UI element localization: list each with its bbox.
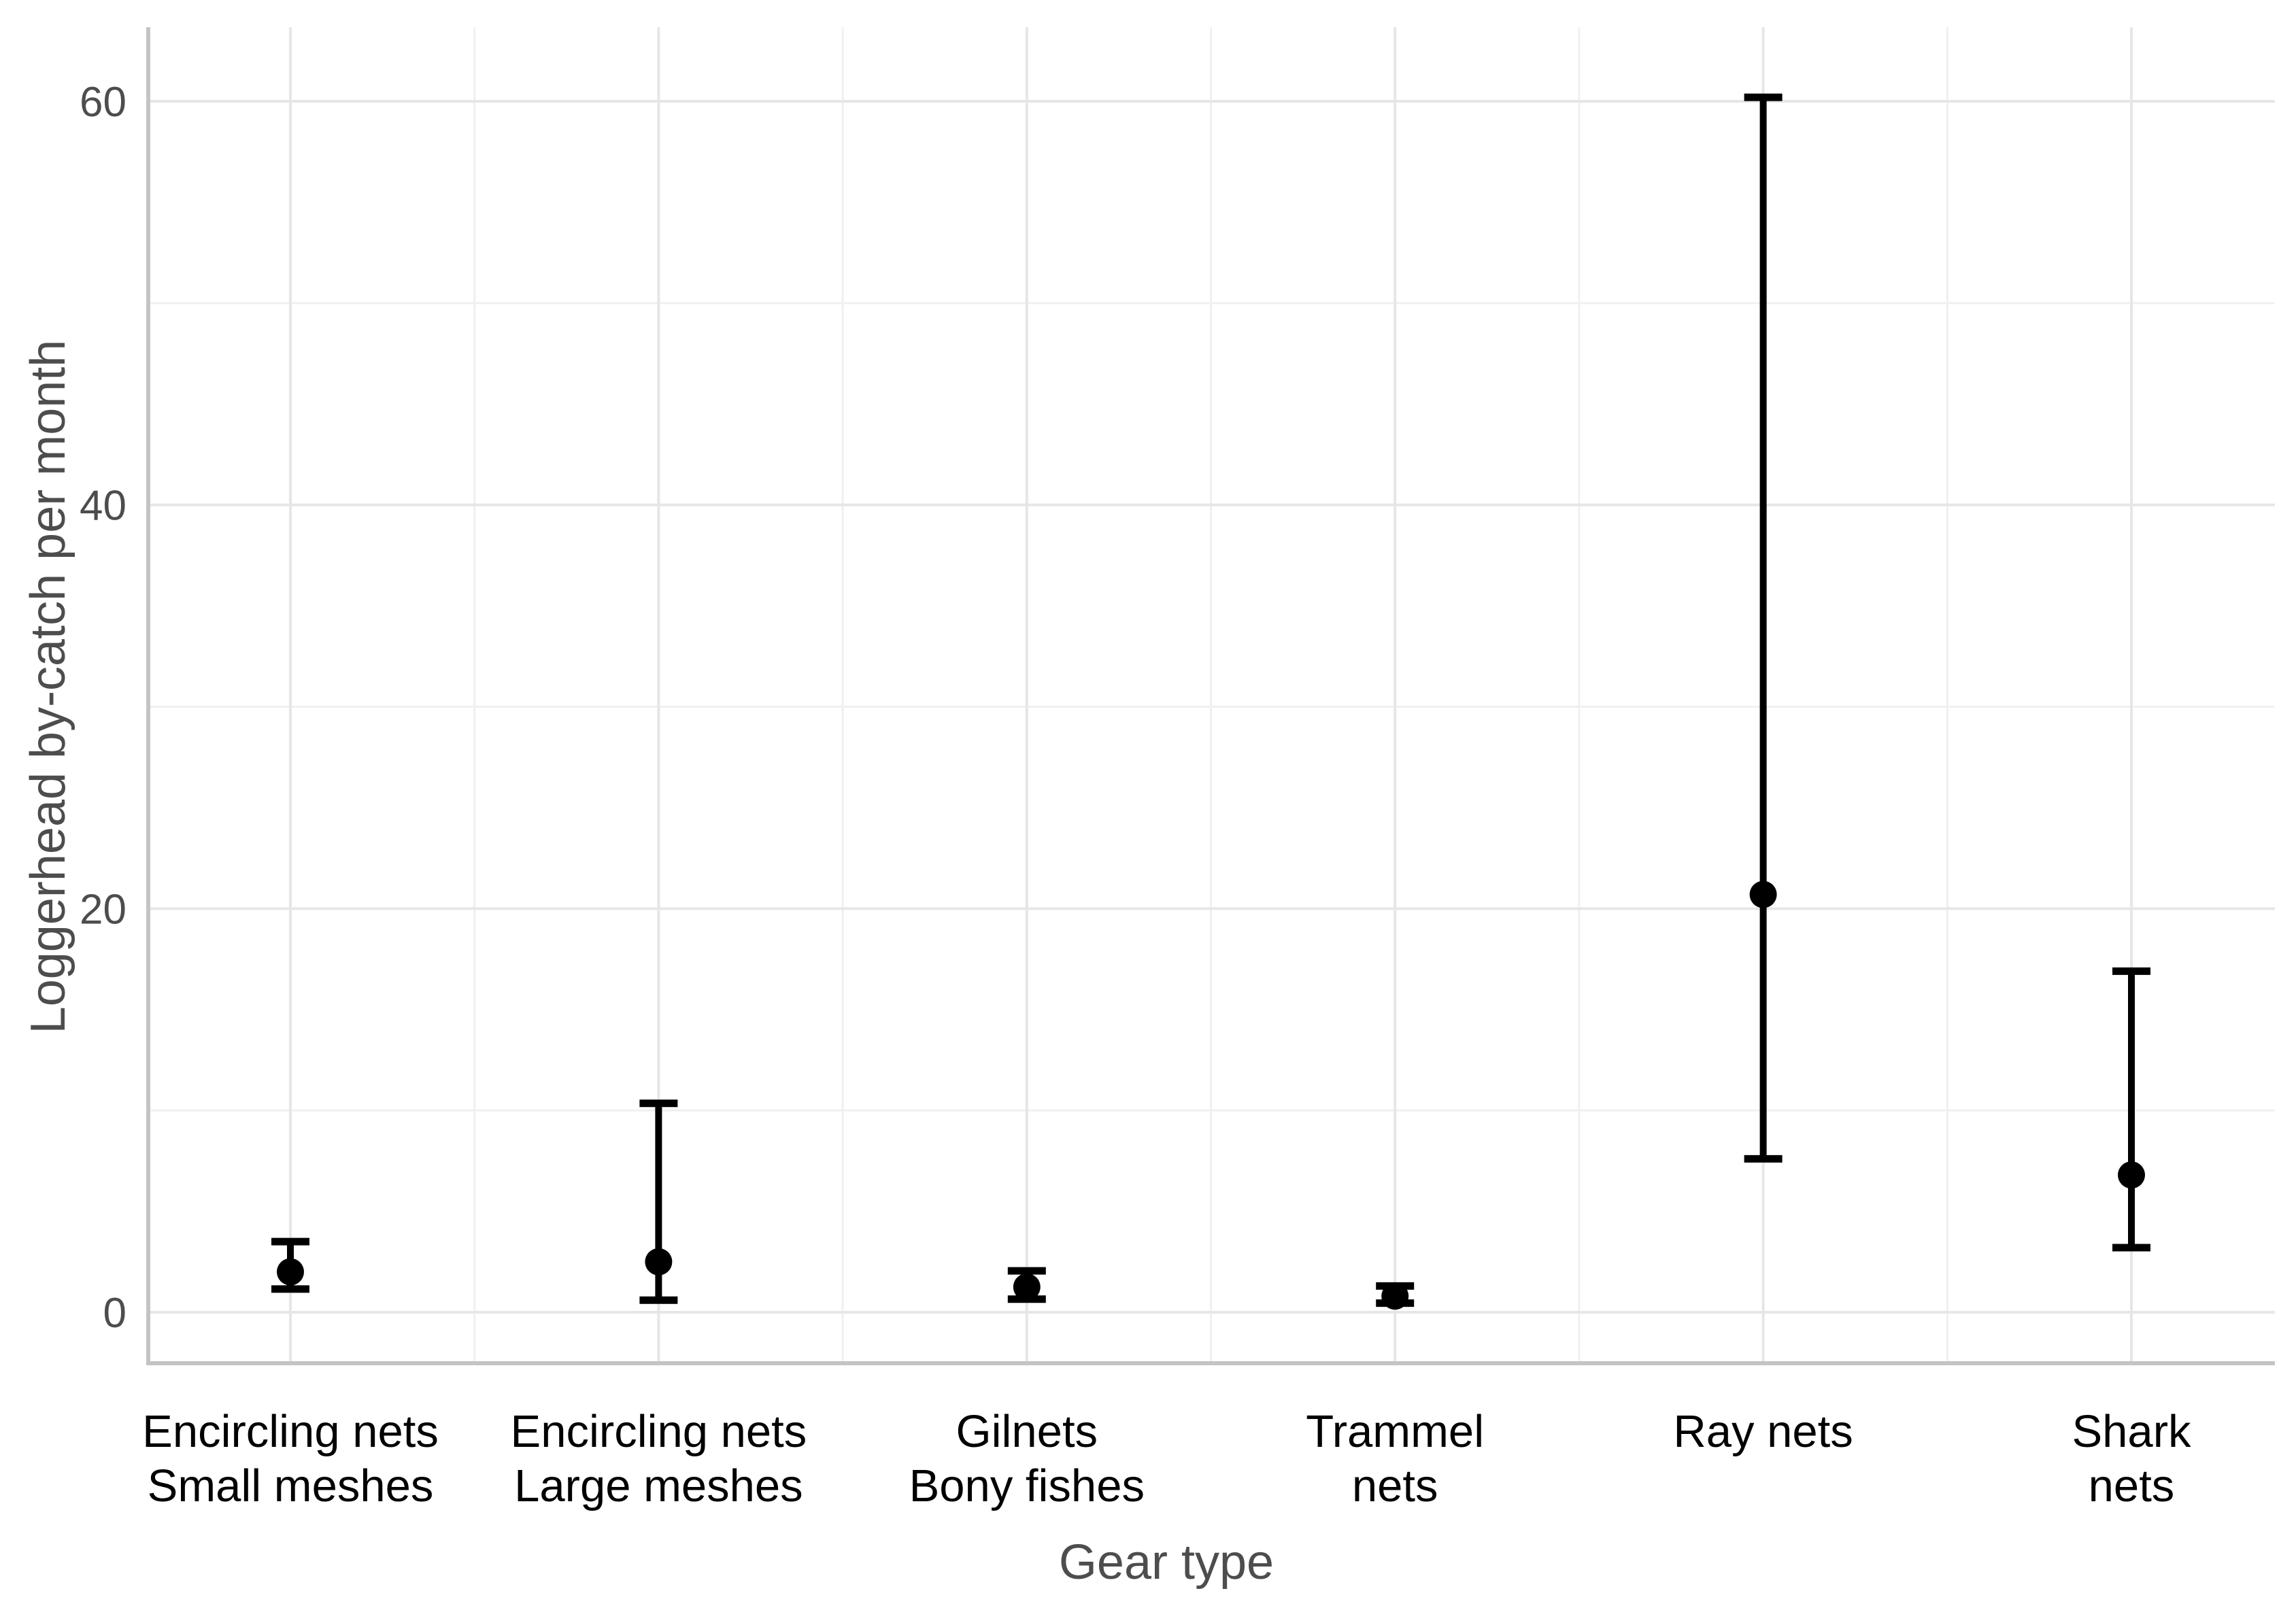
data-layer [271, 93, 2150, 1310]
pointrange-gilnets-bony [1007, 1267, 1046, 1303]
y-tick-label: 0 [103, 1290, 126, 1337]
x-category-label-line: Ray nets [1673, 1406, 1853, 1457]
x-category-label-line: Small meshes [148, 1460, 434, 1511]
axis-layer [146, 27, 2275, 1365]
data-point [1013, 1273, 1041, 1301]
y-tick-label: 20 [80, 886, 126, 933]
x-category-label-line: nets [1352, 1460, 1438, 1511]
x-axis-title: Gear type [1059, 1535, 1274, 1590]
x-category-label-line: Encircling nets [511, 1406, 807, 1457]
y-tick-label: 40 [80, 483, 126, 530]
x-category-label-line: Shark [2072, 1406, 2191, 1457]
data-point [1381, 1282, 1409, 1310]
data-point [1749, 880, 1777, 908]
data-point [2118, 1161, 2145, 1189]
pointrange-encircling-small [271, 1237, 309, 1293]
x-category-label-line: Encircling nets [142, 1406, 439, 1457]
data-point [277, 1258, 304, 1286]
pointrange-encircling-large [639, 1099, 678, 1304]
grid-layer [148, 27, 2275, 1363]
x-category-label-line: Trammel [1306, 1406, 1484, 1457]
y-tick-label: 60 [80, 79, 126, 126]
x-category-label-line: Bony fishes [909, 1460, 1145, 1511]
pointrange-ray-nets [1744, 93, 1783, 1163]
pointrange-shark-nets [2112, 967, 2150, 1252]
data-point [645, 1248, 673, 1276]
x-category-label-line: nets [2089, 1460, 2175, 1511]
pointrange-trammel-nets [1376, 1282, 1415, 1310]
x-category-label-line: Large meshes [514, 1460, 803, 1511]
y-axis-title: Loggerhead by-catch per month [21, 340, 75, 1034]
x-category-label-line: Gilnets [956, 1406, 1098, 1457]
